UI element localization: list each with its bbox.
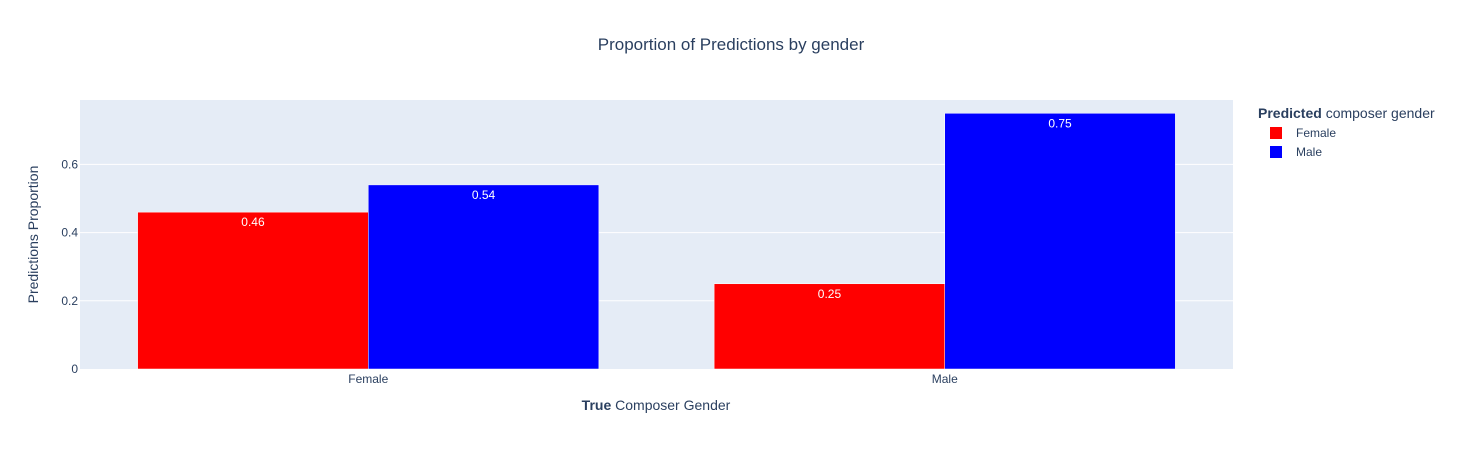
y-tick-label: 0.6 xyxy=(61,157,78,171)
legend-title: Predicted composer gender xyxy=(1258,105,1435,121)
x-axis-title: True Composer Gender xyxy=(582,397,731,413)
legend-swatch-female[interactable] xyxy=(1270,127,1282,139)
bar-value-label: 0.25 xyxy=(818,287,842,301)
bar-female-male xyxy=(713,283,946,370)
x-tick-label: Male xyxy=(932,372,958,386)
y-tick-label: 0 xyxy=(71,362,78,376)
bar-value-label: 0.54 xyxy=(472,188,496,202)
x-tick-label: Female xyxy=(348,372,388,386)
y-axis-ticks: 0 0.2 0.4 0.6 xyxy=(61,157,78,376)
legend: Predicted composer gender Female Male xyxy=(1258,105,1435,159)
y-tick-label: 0.4 xyxy=(61,226,78,240)
y-axis-title: Predictions Proportion xyxy=(25,166,41,304)
x-axis-title-rest: Composer Gender xyxy=(611,397,730,413)
bar-value-label: 0.75 xyxy=(1048,116,1072,130)
legend-swatch-male[interactable] xyxy=(1270,146,1282,158)
legend-item-male[interactable]: Male xyxy=(1296,145,1322,159)
legend-item-female[interactable]: Female xyxy=(1296,126,1336,140)
legend-title-rest: composer gender xyxy=(1322,105,1435,121)
x-axis-ticks: Female Male xyxy=(348,372,958,386)
bar-male-female xyxy=(368,184,600,370)
chart-title: Proportion of Predictions by gender xyxy=(598,35,865,54)
bar-male-male xyxy=(944,113,1176,370)
bar-female-female xyxy=(137,211,369,370)
x-axis-title-bold: True xyxy=(582,397,612,413)
bar-value-label: 0.46 xyxy=(241,215,265,229)
bars: 0.46 0.54 0.25 0.75 xyxy=(137,113,1176,370)
y-tick-label: 0.2 xyxy=(61,294,78,308)
legend-title-bold: Predicted xyxy=(1258,105,1322,121)
